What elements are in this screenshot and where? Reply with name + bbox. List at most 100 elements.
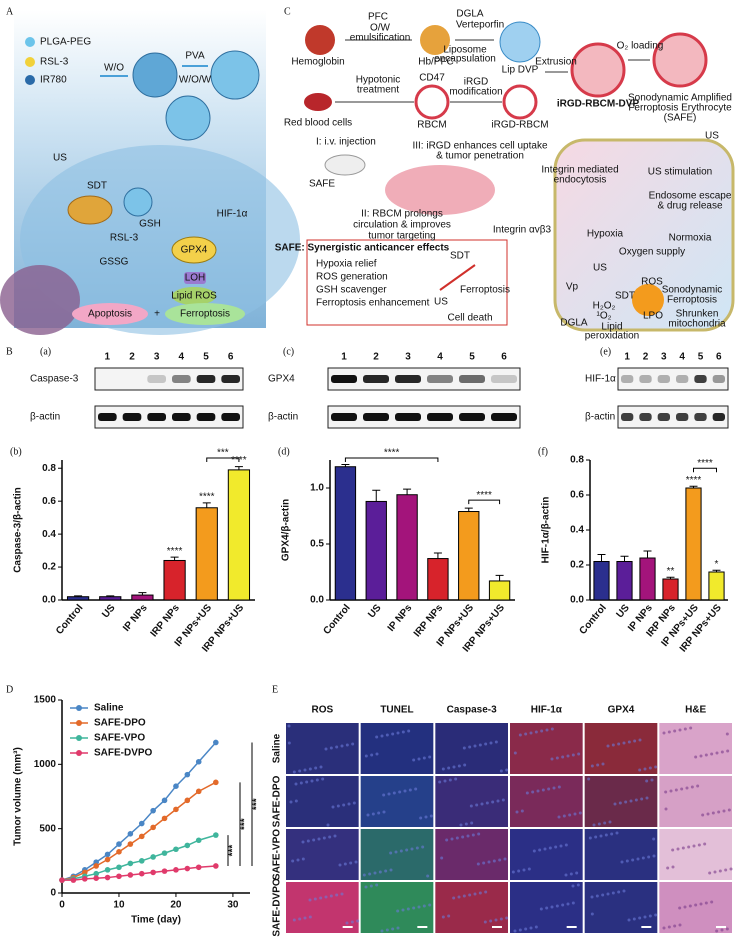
micrograph-speck [401, 908, 405, 912]
micrograph [659, 776, 732, 827]
micrograph-speck [329, 894, 333, 898]
panel-a-label: W/O/W [179, 75, 212, 86]
micrograph-speck [559, 844, 563, 848]
y-tick-label: 0.4 [42, 529, 56, 540]
micrograph-speck [525, 791, 529, 795]
micrograph-speck [610, 832, 614, 836]
micrograph-speck [336, 804, 340, 808]
micrograph-speck [662, 926, 666, 930]
micrograph-speck [366, 813, 370, 817]
micrograph-speck [715, 751, 719, 755]
micrograph-speck [557, 815, 561, 819]
column-label: HIF-1α [531, 705, 563, 716]
lane-number: 1 [341, 352, 347, 363]
micrograph-speck [531, 790, 535, 794]
error-bar [643, 550, 652, 558]
x-tick-label: IP NPs [386, 602, 415, 634]
micrograph-speck [550, 757, 554, 761]
panel-c-label: US [434, 297, 448, 308]
blot-band [676, 375, 689, 383]
cell-body [20, 145, 300, 335]
micrograph-speck [484, 890, 488, 894]
bracket-label: *** [228, 845, 239, 857]
micrograph-speck [443, 779, 447, 783]
rbcm-icon [414, 84, 450, 120]
lane-number: 5 [469, 352, 475, 363]
micrograph-speck [419, 816, 423, 820]
micrograph [286, 829, 359, 880]
micrograph-speck [370, 753, 374, 757]
micrograph-speck [683, 727, 687, 731]
micrograph-speck [345, 743, 349, 747]
safe-icon [652, 32, 708, 88]
blot-row-label: GPX4 [268, 374, 295, 385]
series-marker [161, 850, 168, 856]
blot-band [172, 413, 191, 421]
panel-c-label: US [705, 131, 719, 142]
error-bar [712, 569, 721, 572]
micrograph-speck [613, 802, 617, 806]
micrograph-speck [312, 838, 316, 842]
micrograph-speck [305, 780, 309, 784]
x-tick-label: 0 [59, 900, 65, 911]
micrograph-speck [541, 788, 545, 792]
row-label: SAFE-DVPO [272, 878, 283, 937]
panel-c-label: III: iRGD enhances cell uptake [412, 141, 548, 152]
micrograph-speck [428, 755, 432, 759]
micrograph-speck [647, 855, 651, 859]
micrograph [510, 829, 583, 880]
micrograph-speck [577, 752, 581, 756]
blot-band [427, 413, 453, 421]
micrograph-speck [518, 733, 522, 737]
micrograph-speck [696, 784, 700, 788]
micrograph-speck [470, 821, 474, 825]
micrograph-speck [338, 863, 342, 867]
panel-a-label: + [154, 309, 160, 320]
micrograph-speck [417, 905, 421, 909]
legend-dot [25, 57, 35, 67]
micrograph-speck [398, 790, 402, 794]
panel-c-label: Verteporfin [456, 20, 504, 31]
micrograph [435, 829, 508, 880]
panel-c-label: Hypoxia [587, 229, 624, 240]
micrograph-speck [342, 803, 346, 807]
panel-c-label: ROS [641, 277, 663, 288]
column-label: H&E [685, 705, 706, 716]
panel-c-label: O/W [370, 23, 391, 34]
lane-number: 3 [405, 352, 411, 363]
micrograph-speck [494, 740, 498, 744]
series-marker [150, 807, 156, 814]
micrograph-speck [321, 777, 325, 781]
series-marker [173, 846, 179, 853]
micrograph-speck [629, 799, 633, 803]
micrograph-speck [640, 797, 644, 801]
bar [662, 578, 679, 601]
mitochondrion [67, 195, 113, 225]
micrograph-speck [308, 898, 312, 902]
panel-letter: B [6, 346, 13, 357]
blot-row-label: HIF-1α [585, 374, 616, 385]
micrograph-speck [524, 732, 528, 736]
micrograph-speck [405, 848, 409, 852]
blot-band [331, 375, 357, 383]
micrograph-speck [396, 731, 400, 735]
micrograph-speck [350, 920, 354, 924]
micrograph-speck [710, 900, 714, 904]
micrograph-speck [725, 732, 729, 736]
micrograph-speck [462, 894, 466, 898]
blot-band [694, 375, 707, 383]
legend-label: Saline [94, 703, 124, 714]
micrograph-speck [440, 856, 444, 860]
bracket-label: *** [240, 818, 251, 830]
micrograph-speck [674, 788, 678, 792]
micrograph-speck [347, 802, 351, 806]
bar [708, 571, 725, 601]
micrograph-speck [477, 832, 481, 836]
micrograph-speck [715, 929, 719, 933]
lane-number: 4 [679, 352, 685, 363]
panel-c-label: Ferroptosis Erythrocyte [628, 103, 732, 114]
micrograph-speck [638, 738, 642, 742]
bracket-label: **** [384, 448, 400, 459]
series-marker [127, 860, 134, 867]
micrograph-speck [501, 798, 505, 802]
